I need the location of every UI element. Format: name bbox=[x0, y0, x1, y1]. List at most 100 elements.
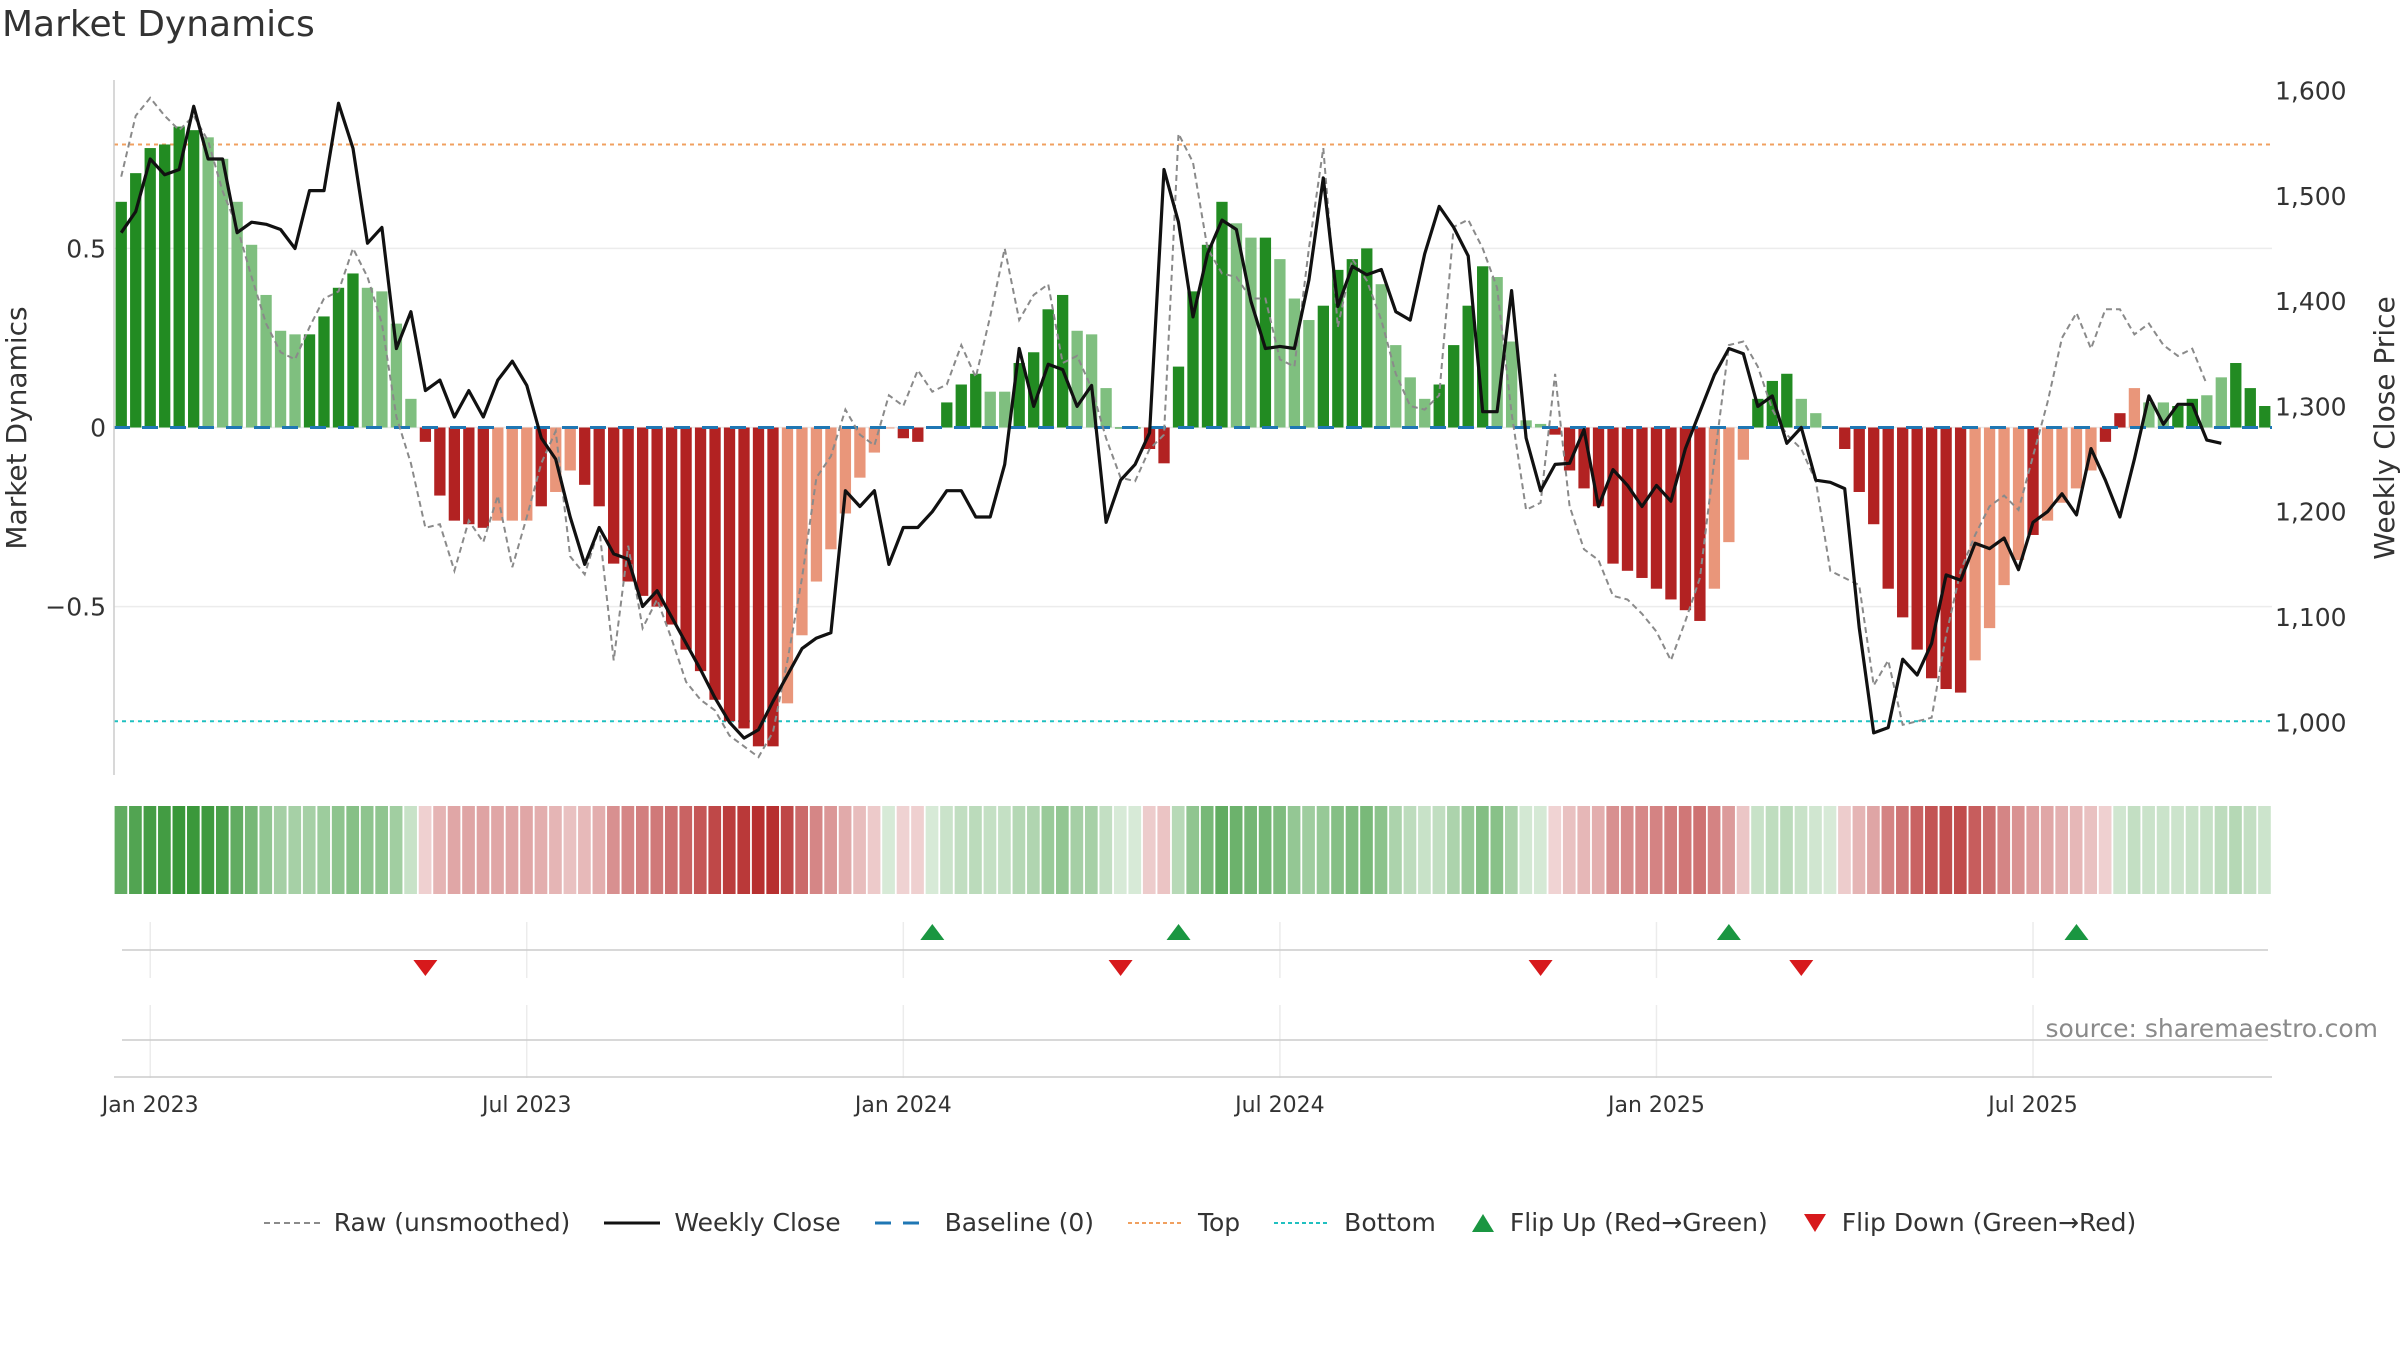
dynamics-bar bbox=[810, 427, 823, 582]
heat-cell bbox=[679, 806, 693, 894]
heat-cell bbox=[1765, 806, 1779, 894]
heat-cell bbox=[1678, 806, 1692, 894]
dynamics-bar bbox=[1708, 427, 1721, 589]
dashed-blue-line-icon bbox=[874, 1221, 931, 1224]
flip-up-icon bbox=[920, 924, 945, 940]
heat-cell bbox=[2156, 806, 2170, 894]
heat-cell bbox=[882, 806, 895, 894]
dynamics-bar bbox=[347, 273, 359, 428]
heat-cell bbox=[2258, 806, 2271, 894]
x-tick-label: Jul 2024 bbox=[1233, 1093, 1325, 1118]
dynamics-bar bbox=[1332, 269, 1344, 428]
heat-cell bbox=[722, 806, 736, 894]
legend-item-flip-up: Flip Up (Red→Green) bbox=[1470, 1208, 1768, 1237]
dynamics-bar bbox=[274, 330, 287, 428]
flip-down-icon bbox=[1108, 960, 1133, 976]
heat-cell bbox=[1881, 806, 1895, 894]
legend-label-flip-down: Flip Down (Green→Red) bbox=[1841, 1208, 2137, 1237]
heat-cell bbox=[650, 806, 664, 894]
dynamics-bar bbox=[202, 137, 214, 428]
dynamics-bar bbox=[1028, 352, 1040, 428]
heat-cell bbox=[1852, 806, 1866, 894]
dynamics-bar bbox=[912, 427, 924, 442]
dynamics-bar bbox=[448, 427, 461, 521]
heat-cell bbox=[389, 806, 403, 894]
dynamics-bar bbox=[1259, 237, 1272, 428]
heat-cell bbox=[766, 806, 780, 894]
heat-cell bbox=[1345, 806, 1359, 894]
dotted-cyan-line-icon bbox=[1274, 1221, 1331, 1224]
heat-cell bbox=[2026, 806, 2040, 894]
heat-cell bbox=[1461, 806, 1475, 894]
dynamics-bar bbox=[636, 427, 649, 596]
heat-cell bbox=[838, 806, 852, 894]
heat-cell bbox=[1780, 806, 1793, 894]
heat-cell bbox=[1142, 806, 1156, 894]
y2-tick-label: 1,500 bbox=[2275, 182, 2347, 211]
heat-cell bbox=[983, 806, 997, 894]
dynamics-bar bbox=[1505, 341, 1518, 428]
dynamics-bar bbox=[796, 427, 808, 636]
flip-markers-panel bbox=[122, 922, 2268, 1078]
dynamics-bar bbox=[608, 427, 620, 564]
heat-cell bbox=[1620, 806, 1634, 894]
dynamics-bar bbox=[1100, 388, 1112, 428]
dynamics-bar bbox=[1448, 345, 1460, 428]
legend-label-raw: Raw (unsmoothed) bbox=[333, 1208, 571, 1237]
dynamics-bar bbox=[144, 148, 156, 428]
source-credit: source: sharemaestro.com bbox=[2045, 1014, 2379, 1043]
dynamics-bar bbox=[1013, 363, 1025, 428]
heat-cell bbox=[2098, 806, 2112, 894]
heat-cell bbox=[549, 806, 562, 894]
heat-cell bbox=[476, 806, 490, 894]
heat-strip bbox=[114, 806, 2271, 894]
dynamics-bar bbox=[1143, 427, 1156, 449]
dynamics-bar bbox=[130, 173, 142, 428]
legend-item-baseline: Baseline (0) bbox=[874, 1208, 1094, 1237]
dynamics-bar bbox=[2070, 427, 2083, 489]
y-tick-label: −0.5 bbox=[45, 593, 106, 622]
dynamics-bar bbox=[1679, 427, 1692, 611]
dynamics-bar bbox=[781, 427, 794, 704]
dynamics-bar bbox=[579, 427, 591, 485]
legend-item-bottom: Bottom bbox=[1274, 1208, 1436, 1237]
y2-axis-label: Weekly Close Price bbox=[2368, 296, 2400, 559]
dynamics-bar bbox=[1549, 427, 1561, 435]
heat-cell bbox=[158, 806, 171, 894]
dynamics-bar bbox=[564, 427, 576, 471]
dynamics-bar bbox=[2099, 427, 2112, 442]
dynamics-bar bbox=[1998, 427, 2010, 586]
dynamics-bar bbox=[2215, 377, 2227, 428]
dynamics-bar bbox=[1621, 427, 1634, 571]
heat-cell bbox=[1591, 806, 1605, 894]
heat-cell bbox=[1418, 806, 1431, 894]
dynamics-bar bbox=[521, 427, 533, 521]
heat-cell bbox=[2069, 806, 2083, 894]
dynamics-bar bbox=[1477, 266, 1489, 428]
dynamics-bar bbox=[694, 427, 707, 672]
heat-cell bbox=[1171, 806, 1185, 894]
flip-down-icon bbox=[1789, 960, 1814, 976]
heat-cell bbox=[1606, 806, 1620, 894]
heat-cell bbox=[1736, 806, 1750, 894]
legend-label-flip-up: Flip Up (Red→Green) bbox=[1509, 1208, 1768, 1237]
dynamics-bars bbox=[115, 126, 2271, 747]
heat-cell bbox=[187, 806, 200, 894]
heat-cell bbox=[1953, 806, 1967, 894]
heat-cell bbox=[462, 806, 475, 894]
dynamics-bar bbox=[1607, 427, 1619, 564]
heat-cell bbox=[578, 806, 591, 894]
heat-cell bbox=[2185, 806, 2199, 894]
dynamics-bar bbox=[1925, 427, 1938, 679]
heat-cell bbox=[2142, 806, 2155, 894]
heat-cell bbox=[824, 806, 837, 894]
dynamics-bar bbox=[1346, 259, 1358, 428]
heat-cell bbox=[1519, 806, 1533, 894]
heat-cell bbox=[2055, 806, 2069, 894]
heat-cell bbox=[1577, 806, 1591, 894]
dynamics-bar bbox=[1563, 427, 1576, 471]
dynamics-bar bbox=[1303, 320, 1315, 428]
dynamics-bar bbox=[1390, 345, 1402, 428]
dynamics-bar bbox=[2114, 413, 2126, 428]
heat-cell bbox=[418, 806, 432, 894]
